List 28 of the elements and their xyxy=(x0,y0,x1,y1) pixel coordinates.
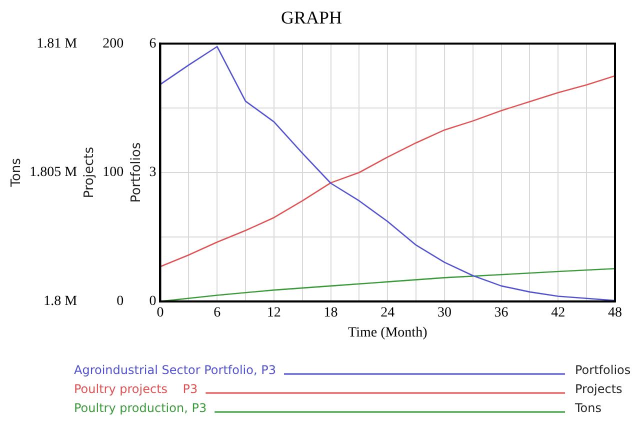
y2-tick-label: 100 xyxy=(102,165,124,180)
x-tick-label: 18 xyxy=(324,305,338,320)
text: Agroindustrial Sector Portfolio, P3 xyxy=(74,363,276,378)
x-tick-label: 36 xyxy=(494,305,508,320)
y-tick-label: 6 xyxy=(149,36,156,52)
text: Poultry projects P3 xyxy=(74,382,198,396)
text: Poultry production, P3 xyxy=(74,401,207,416)
x-tick-label: 30 xyxy=(437,305,452,320)
y3-tick-label: 1.81 M xyxy=(36,36,78,52)
x-tick-label: 24 xyxy=(380,305,395,320)
x-tick-label: 6 xyxy=(214,305,221,320)
chart-title: GRAPH xyxy=(280,8,342,28)
y3-axis-title: Tons xyxy=(574,401,602,416)
y2-tick-label: 0 xyxy=(116,294,124,310)
x-tick-label: 12 xyxy=(266,305,281,320)
y3-tick-label: 1.805 M xyxy=(30,165,78,180)
y-axis-title: Portfolios xyxy=(128,142,144,203)
text: Tons xyxy=(9,158,24,187)
y-tick-label: 3 xyxy=(149,165,156,180)
y2-axis-title: Projects xyxy=(82,146,98,198)
y2-tick-label: 200 xyxy=(102,36,124,52)
y-tick-label: 0 xyxy=(149,294,156,310)
text: Portfolios xyxy=(575,363,631,378)
x-tick-label: 48 xyxy=(608,305,622,320)
y3-tick-label: 1.8 M xyxy=(44,294,78,310)
text: Projects xyxy=(575,382,622,396)
x-axis-title: Time (Month) xyxy=(348,325,428,340)
x-tick-label: 42 xyxy=(551,305,566,320)
